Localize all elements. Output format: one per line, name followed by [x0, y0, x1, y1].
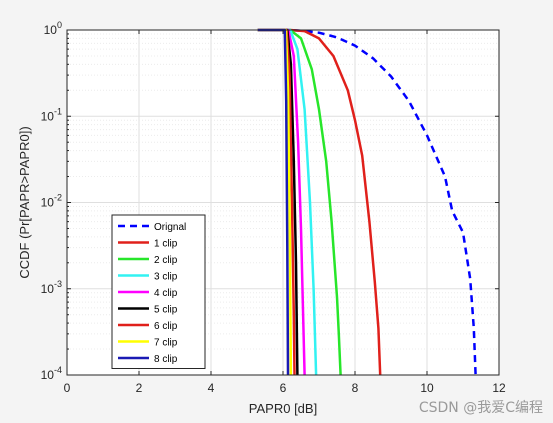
- x-tick-label: 2: [136, 381, 143, 395]
- legend-entry-label: 7 clip: [154, 338, 178, 349]
- legend-entry-label: 1 clip: [154, 239, 178, 250]
- legend-entry-label: Orignal: [154, 222, 186, 233]
- legend-entry-label: 3 clip: [154, 272, 178, 283]
- y-tick-label: 10-2: [41, 193, 62, 210]
- x-tick-label: 10: [420, 381, 434, 395]
- y-tick-label: 100: [44, 20, 62, 37]
- y-axis-label: CCDF (Pr[PAPR>PAPR0]): [17, 126, 32, 278]
- x-tick-label: 12: [492, 381, 506, 395]
- legend-entry-label: 8 clip: [154, 354, 178, 365]
- tick-labels: 0 2 4 6 8 10 12 100 10-1 10-2 10-3 10-4: [41, 20, 506, 395]
- ticks: [66, 29, 500, 376]
- series-line-3: [257, 28, 342, 376]
- x-tick-label: 4: [208, 381, 215, 395]
- watermark: CSDN @我爱C编程: [418, 400, 543, 416]
- y-tick-label: 10-3: [41, 279, 62, 296]
- legend: Orignal 1 clip 2 clip 3 clip 4 clip 5 clip 6 c…: [111, 214, 206, 369]
- legend-entry-label: 5 clip: [154, 305, 178, 316]
- y-tick-label: 10-4: [41, 365, 62, 382]
- x-tick-label: 0: [64, 381, 71, 395]
- x-tick-label: 8: [352, 381, 359, 395]
- x-tick-label: 6: [280, 381, 287, 395]
- legend-entry-label: 6 clip: [154, 321, 178, 332]
- legend-entry-label: 2 clip: [154, 255, 178, 266]
- x-axis-label: PAPR0 [dB]: [249, 401, 317, 416]
- series-line-1: [257, 28, 477, 376]
- legend-entry-label: 4 clip: [154, 288, 178, 299]
- series-line-2: [257, 28, 382, 376]
- y-tick-label: 10-1: [41, 106, 62, 123]
